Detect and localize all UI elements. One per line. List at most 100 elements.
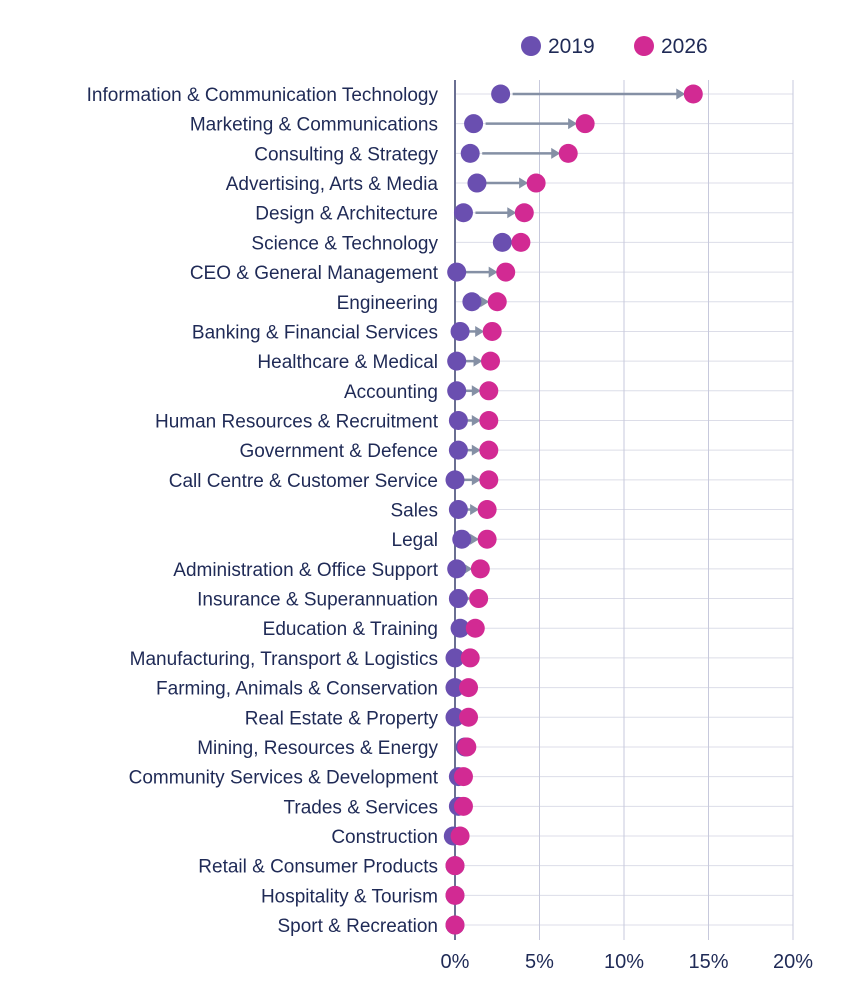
point-2019 xyxy=(448,410,468,430)
point-2019 xyxy=(447,559,467,579)
point-2026 xyxy=(459,678,479,698)
point-2019 xyxy=(445,707,465,727)
change-arrow xyxy=(512,88,686,100)
legend-marker-2026 xyxy=(634,36,654,56)
point-2019 xyxy=(448,440,468,460)
point-2026 xyxy=(487,292,507,312)
point-2019 xyxy=(450,321,470,341)
x-tick-label: 20% xyxy=(773,951,813,973)
category-label: Accounting xyxy=(344,382,438,403)
category-label: Government & Defence xyxy=(239,441,438,462)
category-label: Hospitality & Tourism xyxy=(261,886,438,907)
category-labels: Information & Communication Technology Ma… xyxy=(87,85,439,937)
point-2019 xyxy=(445,470,465,490)
point-2026 xyxy=(457,737,477,757)
category-label: Construction xyxy=(331,827,438,848)
category-label: Call Centre & Customer Service xyxy=(169,471,438,492)
point-2019 xyxy=(464,114,484,134)
point-2026 xyxy=(477,529,497,549)
category-label: Education & Training xyxy=(263,619,438,640)
category-label: Advertising, Arts & Media xyxy=(226,174,439,195)
point-2019 xyxy=(447,381,467,401)
point-2026 xyxy=(479,470,499,490)
category-label: Consulting & Strategy xyxy=(254,144,438,165)
legend-marker-2019 xyxy=(521,36,541,56)
category-label: Farming, Animals & Conservation xyxy=(156,679,438,700)
category-label: Trades & Services xyxy=(283,797,438,818)
point-2026 xyxy=(683,84,703,104)
x-tick-label: 15% xyxy=(688,951,728,973)
category-label: Real Estate & Property xyxy=(245,708,439,729)
x-tick-label: 5% xyxy=(525,951,554,973)
category-label: Science & Technology xyxy=(251,233,438,254)
point-2026 xyxy=(453,767,473,787)
legend: 2019 2026 xyxy=(521,35,708,58)
category-label: Insurance & Superannuation xyxy=(197,590,438,611)
point-2026 xyxy=(558,143,578,163)
change-arrow xyxy=(460,266,498,278)
category-label: Mining, Resources & Energy xyxy=(197,738,438,759)
point-2019 xyxy=(450,618,470,638)
category-label: Marketing & Communications xyxy=(190,115,438,136)
point-2019 xyxy=(467,173,487,193)
point-2019 xyxy=(462,292,482,312)
point-2026 xyxy=(470,559,490,579)
point-2026 xyxy=(482,321,502,341)
point-2019 xyxy=(448,500,468,520)
point-2019 xyxy=(452,529,472,549)
point-2026 xyxy=(526,173,546,193)
point-2019 xyxy=(491,84,511,104)
point-2026 xyxy=(469,589,489,609)
point-2026 xyxy=(453,796,473,816)
x-tick-label: 0% xyxy=(441,951,470,973)
point-2026 xyxy=(445,856,465,876)
point-2026 xyxy=(459,707,479,727)
point-2019 xyxy=(447,351,467,371)
category-label: CEO & General Management xyxy=(190,263,439,284)
point-2026 xyxy=(445,915,465,935)
point-2026 xyxy=(479,440,499,460)
category-label: Community Services & Development xyxy=(129,768,439,789)
point-2026 xyxy=(465,618,485,638)
change-arrows xyxy=(453,88,686,664)
point-2019 xyxy=(447,262,467,282)
change-arrow xyxy=(480,177,529,189)
series-2026-points xyxy=(445,84,703,935)
legend-label-2026: 2026 xyxy=(661,35,708,58)
gridlines xyxy=(454,80,794,940)
legend-label-2019: 2019 xyxy=(548,35,595,58)
change-arrow xyxy=(482,147,561,159)
point-2019 xyxy=(445,648,465,668)
category-label: Engineering xyxy=(337,293,438,314)
category-label: Human Resources & Recruitment xyxy=(155,411,439,432)
point-2019 xyxy=(460,143,480,163)
point-2026 xyxy=(445,885,465,905)
category-label: Manufacturing, Transport & Logistics xyxy=(130,649,438,670)
point-2026 xyxy=(480,351,500,371)
category-label: Design & Architecture xyxy=(255,204,438,225)
point-2026 xyxy=(514,203,534,223)
point-2019 xyxy=(492,232,512,252)
point-2026 xyxy=(479,381,499,401)
point-2026 xyxy=(511,232,531,252)
category-label: Administration & Office Support xyxy=(173,560,438,581)
point-2019 xyxy=(453,203,473,223)
x-tick-label: 10% xyxy=(604,951,644,973)
category-label: Sport & Recreation xyxy=(277,916,438,937)
point-2026 xyxy=(575,114,595,134)
x-axis-tick-labels: 0% 5% 10% 15% 20% xyxy=(441,951,814,973)
category-label: Legal xyxy=(392,530,439,551)
category-label: Banking & Financial Services xyxy=(192,322,438,343)
point-2019 xyxy=(448,589,468,609)
point-2026 xyxy=(479,410,499,430)
point-2026 xyxy=(477,500,497,520)
category-label: Retail & Consumer Products xyxy=(198,857,438,878)
point-2026 xyxy=(496,262,516,282)
point-2026 xyxy=(460,648,480,668)
category-label: Information & Communication Technology xyxy=(87,85,439,106)
change-arrow xyxy=(485,118,578,130)
point-2026 xyxy=(450,826,470,846)
category-label: Healthcare & Medical xyxy=(257,352,438,373)
change-arrow xyxy=(475,207,517,219)
